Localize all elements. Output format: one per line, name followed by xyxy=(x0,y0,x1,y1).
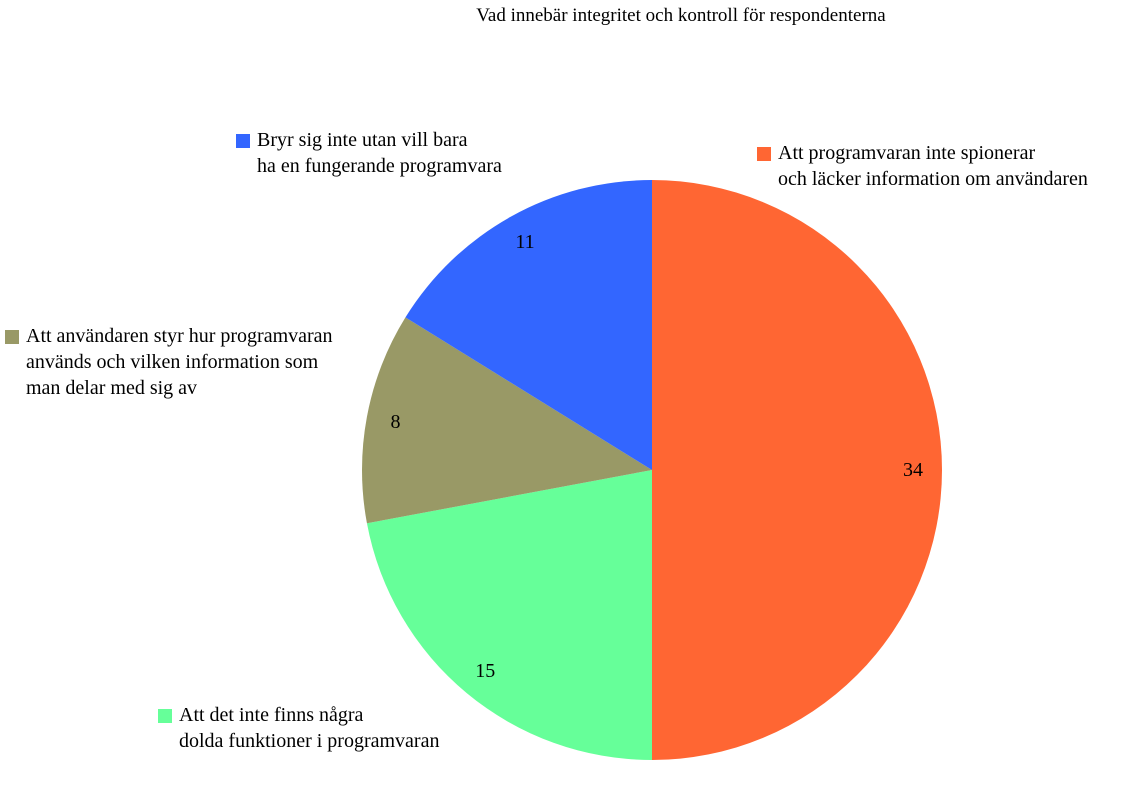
legend-label-line: ha en fungerande programvara xyxy=(257,155,502,177)
legend-label-line: Att användaren styr hur programvaran xyxy=(26,325,333,347)
slice-value-label: 34 xyxy=(903,459,923,481)
pie-slice xyxy=(652,180,942,760)
legend-label-line: dolda funktioner i programvaran xyxy=(179,730,440,752)
legend-item-2: Att användaren styr hur programvaran anv… xyxy=(5,323,333,401)
slice-value-label: 15 xyxy=(475,660,495,682)
legend-label: Att det inte finns några dolda funktione… xyxy=(179,702,439,754)
slice-value-label: 8 xyxy=(390,411,400,433)
chart-title: Vad innebär integritet och kontroll för … xyxy=(476,5,886,26)
slice-value-label: 11 xyxy=(515,231,534,253)
legend-swatch xyxy=(757,147,771,161)
legend-label-line: Att programvaran inte spionerar xyxy=(778,142,1036,164)
legend-label-line: man delar med sig av xyxy=(26,377,198,399)
pie-slice xyxy=(366,470,652,760)
legend-label: Att användaren styr hur programvaran anv… xyxy=(26,323,333,401)
legend-swatch xyxy=(236,134,250,148)
pie-slice xyxy=(362,317,652,524)
legend-swatch xyxy=(158,709,172,723)
legend-item-0: Att programvaran inte spionerar och läck… xyxy=(757,140,1088,192)
legend-label-line: Bryr sig inte utan vill bara xyxy=(257,129,468,151)
legend-label: Bryr sig inte utan vill bara ha en funge… xyxy=(257,127,502,179)
pie-value-labels: 34 15 8 11 xyxy=(390,231,923,682)
legend-label-line: används och vilken information som xyxy=(26,351,319,373)
legend-label: Att programvaran inte spionerar och läck… xyxy=(778,140,1088,192)
pie-slices xyxy=(362,180,942,760)
legend-item-3: Bryr sig inte utan vill bara ha en funge… xyxy=(236,127,502,179)
pie-slice xyxy=(405,180,652,470)
legend-item-1: Att det inte finns några dolda funktione… xyxy=(158,702,439,754)
legend-label-line: och läcker information om användaren xyxy=(778,168,1088,190)
legend-swatch xyxy=(5,330,19,344)
legend-label-line: Att det inte finns några xyxy=(179,704,364,726)
